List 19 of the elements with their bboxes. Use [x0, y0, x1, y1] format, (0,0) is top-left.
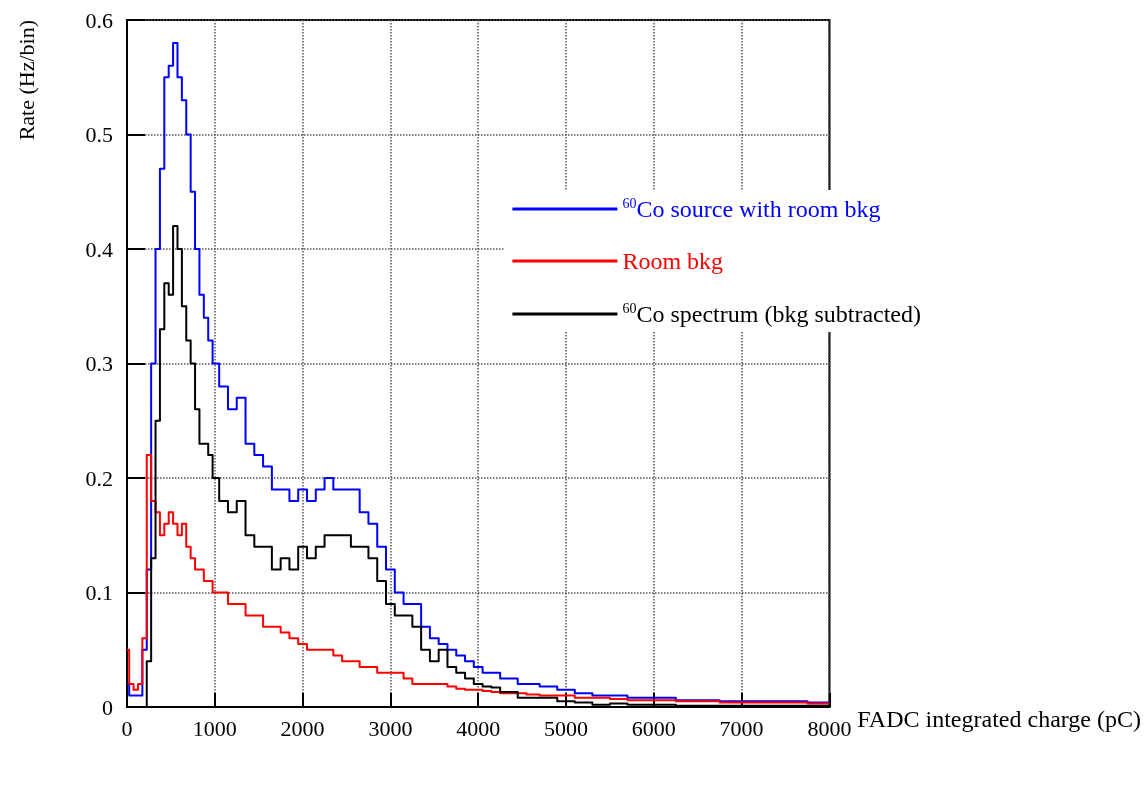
x-tick-label: 6000	[631, 715, 676, 741]
x-axis-title: FADC integrated charge (pC)	[857, 706, 1141, 732]
x-tick-label: 5000	[544, 715, 588, 741]
x-tick-label: 7000	[719, 715, 764, 741]
y-tick-label: 0.4	[85, 236, 113, 262]
x-tick-label: 1000	[192, 715, 237, 741]
y-tick-label: 0.1	[85, 580, 113, 605]
x-tick-label: 2000	[280, 715, 325, 741]
y-tick-label: 0.3	[85, 351, 113, 376]
legend-label: Room bkg	[622, 248, 724, 274]
y-tick-label: 0	[102, 694, 113, 720]
y-axis-title: Rate (Hz/bin)	[13, 20, 39, 141]
x-tick-label: 4000	[456, 715, 501, 741]
x-tick-label: 8000	[807, 715, 852, 741]
x-tick-label: 3000	[368, 715, 413, 741]
y-tick-label: 0.2	[85, 465, 113, 491]
x-tick-label: 0	[121, 715, 133, 741]
y-tick-label: 0.5	[85, 122, 113, 147]
y-tick-label: 0.6	[85, 7, 113, 33]
